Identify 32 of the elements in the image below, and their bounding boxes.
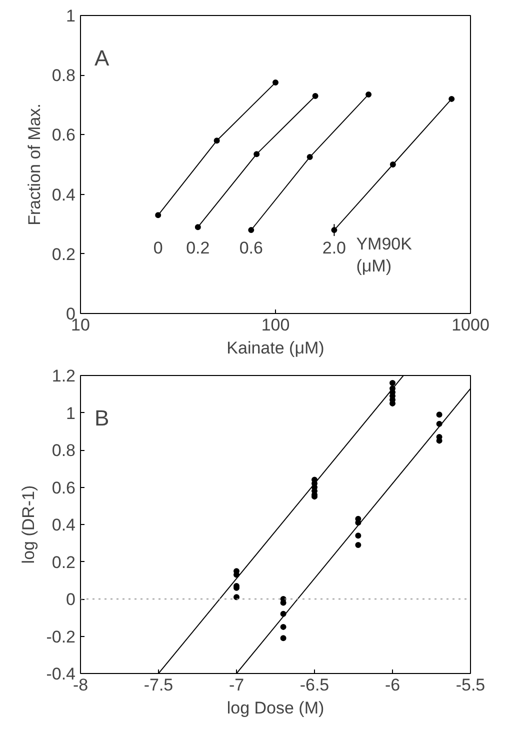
y-tick-label: -0.2 xyxy=(46,627,76,646)
x-tick-label: -7 xyxy=(228,676,244,694)
y-tick-label: 1.2 xyxy=(52,366,76,386)
x-tick-label: -6 xyxy=(384,676,400,694)
y-tick-label: 0.4 xyxy=(52,516,76,534)
series-label: 2.0 xyxy=(322,238,346,258)
y-tick-label: -0.4 xyxy=(46,664,76,684)
series-label: 0.2 xyxy=(186,238,210,258)
annotation: A xyxy=(94,46,110,70)
series-label: 0.6 xyxy=(239,238,263,258)
y-tick-label: 0.2 xyxy=(52,244,76,264)
x-tick-label: -7.5 xyxy=(144,676,174,694)
y-tick-label: 0.6 xyxy=(52,478,76,498)
y-tick-label: 0.8 xyxy=(52,66,76,86)
y-axis-title: Fraction of Max. xyxy=(24,104,44,226)
y-tick-label: 1 xyxy=(66,6,76,26)
y-tick-label: 0.6 xyxy=(52,126,76,145)
x-tick-label: 100 xyxy=(261,316,290,334)
y-axis-title: log (DR-1) xyxy=(19,485,38,564)
series-label: 0 xyxy=(153,238,163,258)
y-tick-label: 0 xyxy=(66,590,76,609)
x-tick-label: -5.5 xyxy=(456,676,486,694)
y-tick-label: 0.4 xyxy=(52,185,76,204)
annotation: B xyxy=(94,406,110,430)
y-tick-label: 0.2 xyxy=(52,552,76,572)
x-axis-title: Kainate (μM) xyxy=(226,338,324,358)
y-tick-label: 0.8 xyxy=(52,441,76,460)
annotation: YM90K (μM) xyxy=(356,234,413,276)
x-tick-label: 1000 xyxy=(452,316,490,334)
x-tick-label: -6.5 xyxy=(300,676,330,694)
x-axis-title: log Dose (M) xyxy=(226,698,324,718)
y-tick-label: 1 xyxy=(66,404,76,423)
